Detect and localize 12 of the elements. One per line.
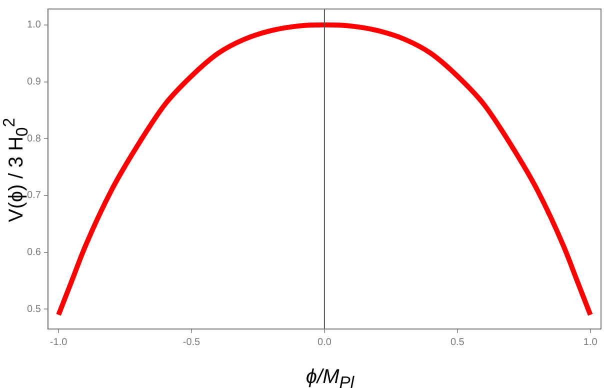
y-tick-label: 0.9 <box>26 76 42 88</box>
x-tick-label: -1.0 <box>50 336 68 348</box>
y-tick-label: 0.5 <box>26 304 42 315</box>
x-tick-label: 0.5 <box>450 336 465 348</box>
y-tick-label: 1.0 <box>26 20 42 31</box>
x-tick-label: 1.0 <box>583 336 598 348</box>
y-tick-label: 0.7 <box>26 190 42 202</box>
x-tick-label: 0.0 <box>318 336 332 348</box>
x-tick-label: -0.5 <box>182 336 201 348</box>
x-axis-title: ϕ/M$_{Pl}$ <box>306 366 354 389</box>
y-tick-label: 0.8 <box>26 133 42 144</box>
y-tick-label: 0.6 <box>26 247 42 258</box>
